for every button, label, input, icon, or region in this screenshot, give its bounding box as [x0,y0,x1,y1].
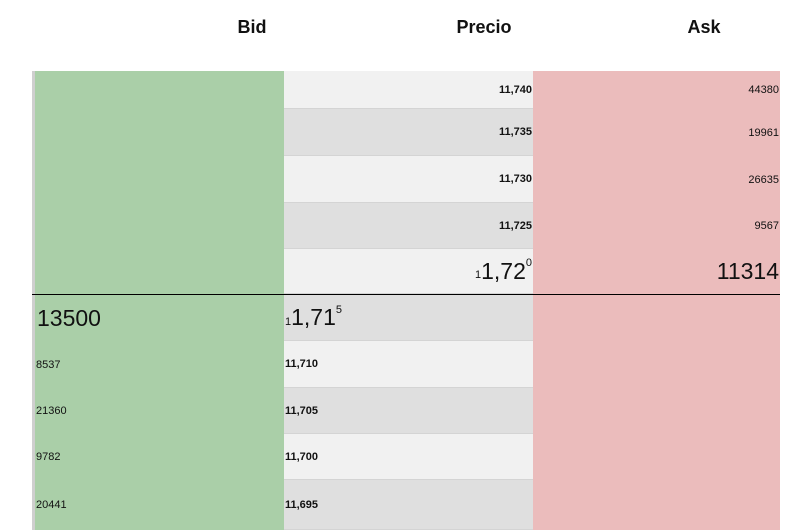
best-ask-row[interactable]: 1 1,72 0 11314 [32,249,780,294]
best-ask-price-cell[interactable]: 1 1,72 0 [284,249,533,294]
bid-size-cell[interactable]: 9782 [32,434,284,480]
order-book-ladder: 11,740 44380 11,735 19961 11,730 26635 1… [32,71,780,530]
price-cell[interactable]: 11,710 [284,341,533,388]
price-cell[interactable]: 11,740 [284,71,533,109]
price-main: 1,71 [291,304,336,330]
ask-size-cell[interactable]: 19961 [533,109,780,156]
ask-row[interactable]: 11,735 19961 [32,109,780,156]
ask-row[interactable]: 11,730 26635 [32,156,780,203]
price-cell[interactable]: 11,735 [284,109,533,156]
price-superscript: 0 [525,257,532,269]
bid-column-header: Bid [237,17,267,37]
bid-row[interactable]: 8537 11,710 [32,341,780,388]
price-cell[interactable]: 11,705 [284,388,533,434]
ask-column-header: Ask [687,17,721,37]
ask-cell[interactable] [533,480,780,530]
bid-size-cell[interactable]: 8537 [32,341,284,388]
bid-cell[interactable] [32,203,284,249]
price-cell[interactable]: 11,725 [284,203,533,249]
price-prefix: 1 [474,269,482,281]
best-ask-size-cell[interactable]: 11314 [533,249,780,294]
best-bid-row[interactable]: 13500 1 1,71 5 [32,295,780,341]
price-prefix: 1 [285,315,292,328]
price-cell[interactable]: 11,700 [284,434,533,480]
bid-cell[interactable] [32,156,284,203]
ask-size-cell[interactable]: 9567 [533,203,780,249]
bid-row[interactable]: 9782 11,700 [32,434,780,480]
ask-row[interactable]: 11,725 9567 [32,203,780,249]
best-bid-price-cell[interactable]: 1 1,71 5 [284,295,533,341]
best-bid-size-cell[interactable]: 13500 [32,295,284,341]
bid-size-cell[interactable]: 20441 [32,480,284,530]
ask-cell[interactable] [533,434,780,480]
bid-row[interactable]: 21360 11,705 [32,388,780,434]
ask-size-cell[interactable]: 26635 [533,156,780,203]
ask-size-cell[interactable]: 44380 [533,71,780,109]
ask-cell[interactable] [533,388,780,434]
bid-size-cell[interactable]: 21360 [32,388,284,434]
spread-divider [32,294,780,295]
bid-cell[interactable] [32,71,284,109]
ask-cell[interactable] [533,295,780,341]
price-superscript: 5 [335,303,343,316]
ask-row[interactable]: 11,740 44380 [32,71,780,109]
price-column-header: Precio [456,17,512,37]
price-main: 1,72 [481,257,526,284]
ask-cell[interactable] [533,341,780,388]
bid-cell[interactable] [32,249,284,294]
price-cell[interactable]: 11,730 [284,156,533,203]
bid-row[interactable]: 20441 11,695 [32,480,780,530]
price-cell[interactable]: 11,695 [284,480,533,530]
bid-cell[interactable] [32,109,284,156]
